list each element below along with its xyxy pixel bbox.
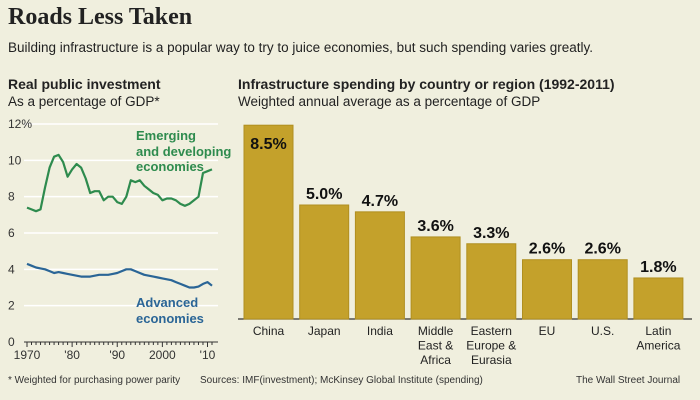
x-tick-label: '90 — [109, 348, 125, 362]
bar-value-label: 5.0% — [306, 186, 342, 203]
series-label: economies — [136, 311, 204, 326]
x-tick-label: '80 — [64, 348, 80, 362]
bar-value-label: 2.6% — [529, 241, 565, 258]
category-label: China — [253, 324, 285, 338]
footnote: * Weighted for purchasing power parity — [8, 375, 181, 386]
category-label: Europe & — [466, 339, 516, 353]
bar — [410, 236, 461, 320]
category-label: East & — [418, 339, 453, 353]
series-label: Advanced — [136, 295, 198, 310]
line-chart-title: Real public investment — [8, 76, 161, 92]
category-label: Africa — [420, 353, 451, 367]
x-tick-label: 1970 — [14, 348, 41, 362]
y-tick-label: 0 — [8, 335, 15, 349]
bar-value-label: 4.7% — [362, 193, 398, 210]
series-label: Emerging — [136, 128, 196, 143]
page-subtitle: Building infrastructure is a popular way… — [8, 40, 594, 55]
bar-chart-subtitle: Weighted annual average as a percentage … — [238, 94, 541, 109]
y-tick-label: 12% — [8, 117, 32, 131]
bar — [522, 259, 572, 320]
category-label: Middle — [418, 324, 454, 338]
y-tick-label: 8 — [8, 190, 15, 204]
category-label: Japan — [308, 324, 341, 338]
category-label: EU — [539, 324, 556, 338]
category-label: Latin — [645, 324, 671, 338]
y-tick-label: 6 — [8, 226, 15, 240]
series-label: and developing — [136, 144, 231, 159]
y-tick-label: 2 — [8, 299, 15, 313]
bar-value-label: 1.8% — [640, 259, 676, 276]
bar-value-label: 8.5% — [250, 136, 286, 153]
bar — [577, 259, 628, 320]
category-label: Eastern — [471, 324, 512, 338]
y-tick-label: 10 — [8, 153, 22, 167]
series-label: economies — [136, 159, 204, 174]
credit: The Wall Street Journal — [576, 375, 681, 386]
category-label: Eurasia — [471, 353, 512, 367]
category-label: U.S. — [591, 324, 614, 338]
series-line-advanced — [26, 262, 213, 289]
category-label: India — [367, 324, 393, 338]
bar — [243, 124, 294, 320]
bar-chart-title: Infrastructure spending by country or re… — [238, 76, 615, 92]
bar-value-label: 3.6% — [417, 218, 453, 235]
bar-value-label: 3.3% — [473, 225, 509, 242]
category-label: America — [636, 339, 680, 353]
bar — [354, 211, 405, 320]
bar — [466, 243, 517, 320]
sources: Sources: IMF(investment); McKinsey Globa… — [200, 375, 483, 386]
page-title: Roads Less Taken — [8, 4, 193, 30]
line-chart-subtitle: As a percentage of GDP* — [8, 94, 160, 109]
x-tick-label: 2000 — [149, 348, 176, 362]
series-line-emerging — [26, 153, 213, 213]
bar — [299, 204, 350, 320]
x-tick-label: '10 — [200, 348, 216, 362]
bar — [633, 277, 684, 320]
bar-value-label: 2.6% — [584, 241, 620, 258]
y-tick-label: 4 — [8, 262, 15, 276]
